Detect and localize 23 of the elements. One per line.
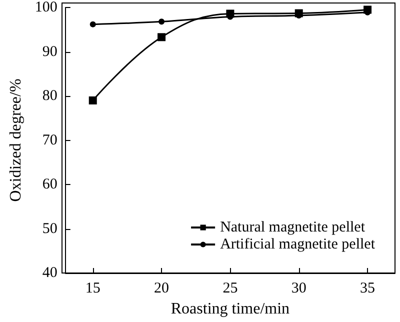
point	[88, 96, 97, 104]
y-tick-label: 90	[42, 44, 58, 60]
x-tick-label: 20	[154, 280, 170, 296]
point	[90, 21, 96, 28]
y-tick-label: 50	[42, 220, 58, 237]
point	[158, 18, 165, 25]
x-tick-label: 15	[85, 280, 100, 296]
point	[294, 9, 303, 18]
y-tick-label: 80	[42, 88, 58, 104]
y-axis-title: Oxidized degree/%	[8, 78, 24, 202]
y-tick-label: 100	[34, 0, 58, 16]
y-tick-label: 40	[42, 265, 58, 281]
point	[158, 33, 166, 42]
y-tick-label: 60	[42, 176, 58, 192]
point	[226, 10, 234, 18]
x-axis-title: Roasting time/min	[170, 300, 290, 318]
legend-label: Artificial magnetite pellet	[220, 236, 376, 252]
point	[364, 6, 372, 14]
y-tick-label: 70	[42, 132, 58, 148]
x-tick-label: 35	[360, 280, 376, 296]
x-tick-label: 30	[291, 280, 306, 296]
legend-label: Natural magnetite pellet	[220, 220, 366, 236]
x-tick-label: 25	[222, 280, 238, 296]
